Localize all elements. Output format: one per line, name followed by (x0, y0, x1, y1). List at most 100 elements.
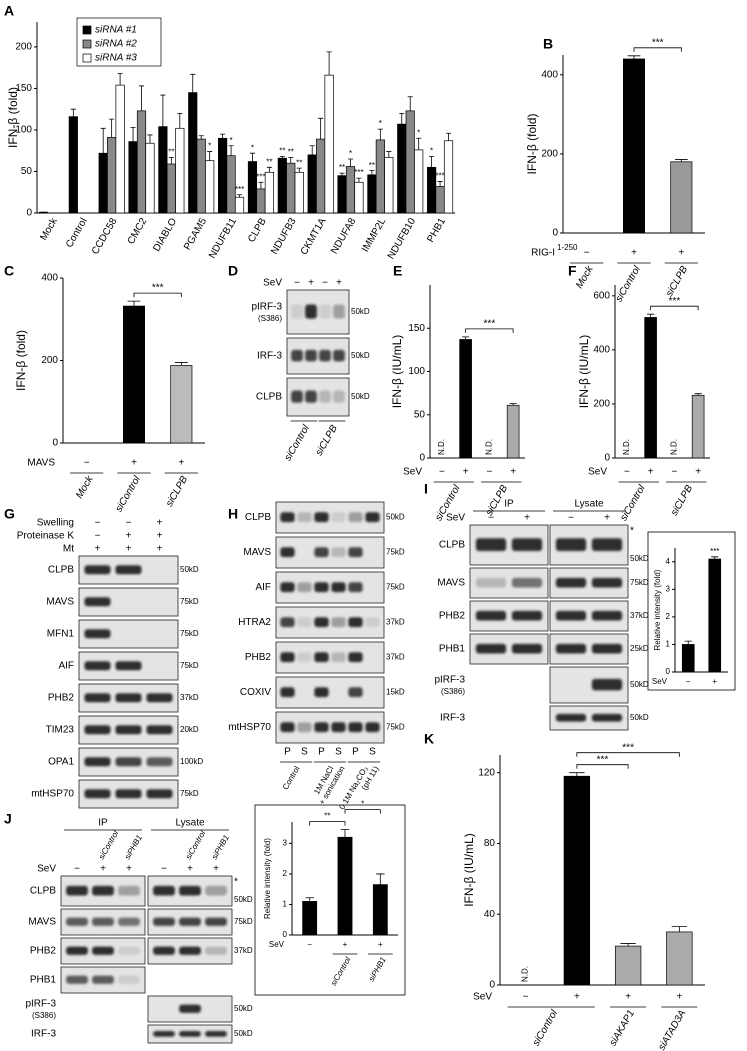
panel-label: J (4, 811, 12, 827)
row-label: CLPB (48, 565, 74, 576)
condition-label: SeV (473, 992, 492, 1003)
y-tick-label: 0 (552, 228, 558, 239)
lane-label: P (318, 747, 325, 758)
band (331, 722, 346, 733)
band (84, 597, 111, 607)
bar (354, 181, 364, 214)
header-sign: + (157, 544, 163, 555)
condition-label: SeV (652, 677, 668, 686)
row-sublabel: (S386) (258, 314, 282, 323)
y-tick-label: 3 (283, 838, 288, 847)
error-bar (386, 151, 392, 158)
error-bar (339, 172, 345, 176)
group-label: siCLPB (669, 483, 695, 518)
size-marker: 50kD (351, 307, 370, 316)
band (297, 722, 312, 733)
band (348, 617, 363, 628)
band (511, 577, 543, 588)
error-bar (160, 94, 166, 127)
band (475, 538, 507, 551)
condition-sign: + (510, 467, 516, 478)
band (179, 946, 201, 955)
error-bar (347, 158, 354, 167)
row-label: AIF (58, 661, 74, 672)
condition-sign: + (463, 467, 469, 478)
error-bar (220, 133, 226, 139)
bracket (465, 328, 514, 333)
band (475, 643, 507, 654)
band (280, 547, 295, 558)
error-bar (684, 640, 692, 645)
condition-sup: 1-250 (557, 243, 578, 252)
band (280, 722, 295, 733)
y-tick-label: 600 (593, 290, 610, 301)
band (280, 617, 295, 628)
band (511, 610, 543, 621)
row-label: pIRF-3 (25, 999, 56, 1010)
row-label: MAVS (46, 597, 74, 608)
bracket-label: ** (324, 812, 330, 821)
y-tick-label: 1 (666, 640, 671, 649)
condition-sign: − (584, 248, 590, 259)
error-bar (318, 117, 324, 140)
band (66, 885, 88, 896)
band (84, 789, 111, 799)
group-label: Mock (74, 473, 96, 500)
band (179, 1004, 201, 1013)
error-bar (228, 145, 234, 156)
size-marker: 50kD (234, 895, 253, 904)
row-label: IRF-3 (31, 1029, 56, 1040)
band (115, 565, 142, 575)
row-label: PHB2 (30, 946, 57, 957)
band (348, 687, 363, 698)
condition-sign: − (486, 467, 492, 478)
y-axis-label: IFN-β (IU/mL) (390, 335, 404, 409)
row-label: IRF-3 (440, 713, 465, 724)
band (92, 975, 114, 984)
size-marker: 75kD (630, 578, 649, 587)
y-tick-label: 0 (283, 930, 288, 939)
band (365, 617, 380, 628)
band (84, 629, 111, 639)
band (280, 512, 295, 523)
header-sign: − (161, 864, 167, 875)
band (314, 722, 329, 733)
error-bar (168, 156, 174, 165)
size-marker: 75kD (180, 789, 199, 798)
error-bar (296, 167, 302, 173)
condition-sign: + (676, 992, 682, 1003)
band (205, 885, 227, 896)
error-bar (627, 55, 641, 59)
bar (563, 775, 591, 986)
row-label: MAVS (28, 917, 56, 928)
band (115, 757, 142, 767)
x-tick-label: CCDC58 (90, 216, 120, 257)
band (555, 713, 587, 722)
x-tick-label: PGAM5 (182, 216, 209, 252)
band (365, 512, 380, 523)
band (297, 582, 312, 593)
header-sign: − (95, 518, 101, 529)
band (314, 512, 329, 523)
band (348, 652, 363, 663)
error-bar (174, 362, 188, 366)
condition-sign: + (343, 940, 348, 949)
header-label: Mt (63, 544, 74, 555)
header-sign: + (308, 278, 314, 289)
band (179, 885, 201, 896)
band (153, 885, 175, 896)
y-tick-label: 2 (283, 869, 288, 878)
band (331, 652, 346, 663)
section-title: IP (98, 818, 108, 829)
band (153, 946, 175, 955)
lane-label: P (284, 747, 291, 758)
header-sign: − (95, 531, 101, 542)
y-axis-label: Relative intensity (fold) (263, 838, 272, 919)
error-bar (127, 300, 141, 307)
error-bar (249, 152, 256, 162)
row-sublabel: (S386) (32, 1011, 56, 1020)
lane-label: S (335, 747, 342, 758)
bar (170, 365, 193, 444)
x-tick-label: NDUFB11 (207, 216, 239, 261)
group-label: siCLPB (164, 474, 190, 509)
